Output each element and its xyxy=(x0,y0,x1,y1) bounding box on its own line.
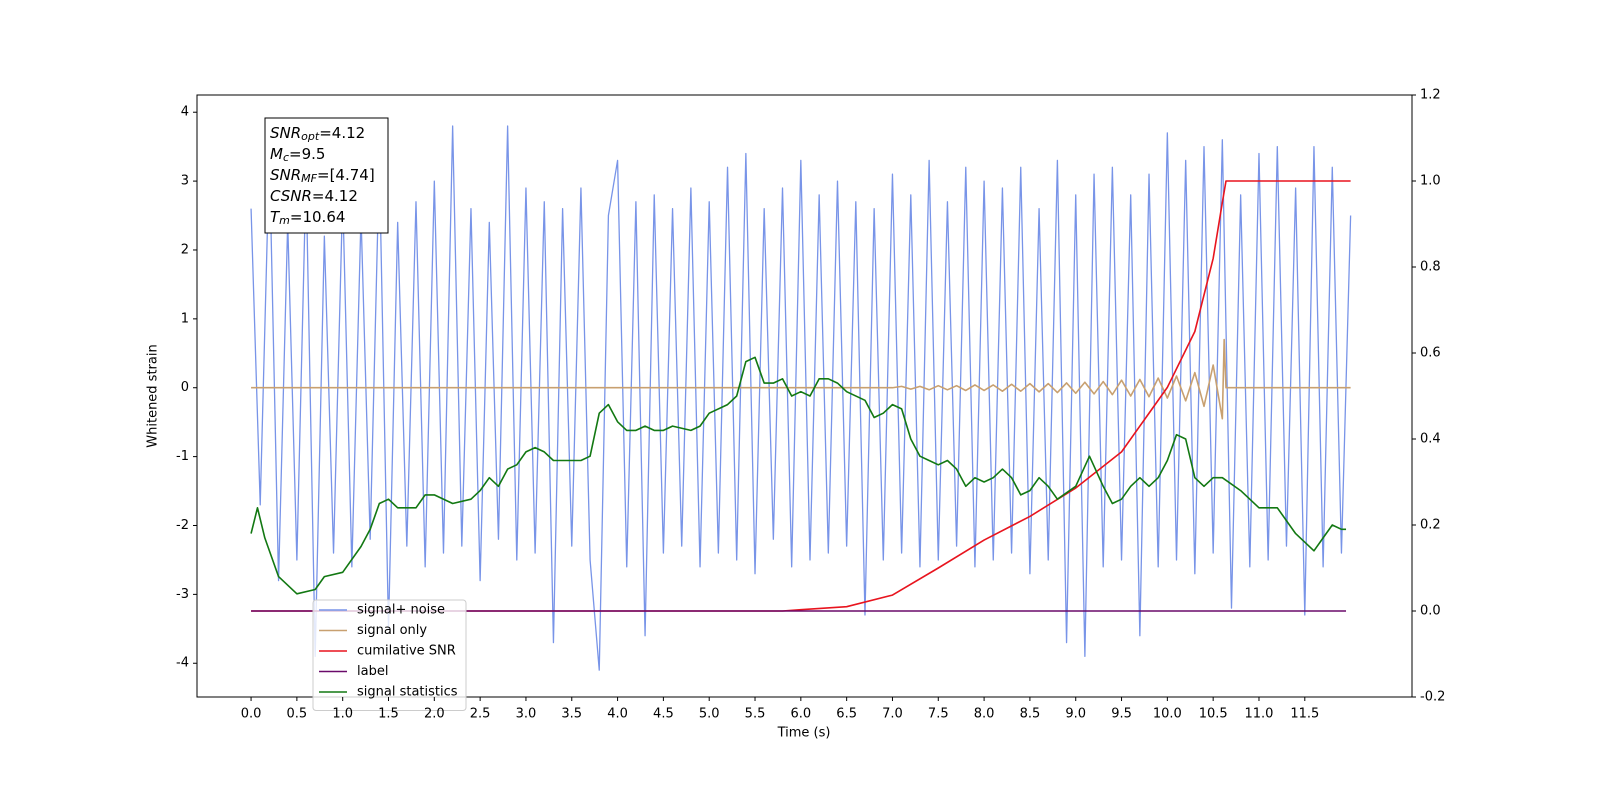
x-tick-label: 3.0 xyxy=(516,707,537,722)
x-tick-label: 11.5 xyxy=(1290,707,1319,722)
x-tick-label: 4.0 xyxy=(607,707,628,722)
x-tick-label: 6.5 xyxy=(836,707,857,722)
annotation-line: SNRopt=4.12 xyxy=(270,124,365,144)
annotation-subscript: MF xyxy=(301,172,317,185)
x-tick-label: 1.0 xyxy=(332,707,353,722)
annotation-line: SNRMF=[4.74] xyxy=(270,166,375,186)
annotation-subscript: m xyxy=(279,214,290,227)
x-tick-label: 5.5 xyxy=(745,707,766,722)
series-line xyxy=(250,125,1352,671)
annotation-symbol: T xyxy=(270,208,281,226)
legend-frame xyxy=(312,599,467,711)
series-line xyxy=(251,338,1351,420)
y-axis-label: Whitened strain xyxy=(146,344,161,447)
series-line xyxy=(251,180,1351,612)
legend: signal+ noise signal only cumilative SNR la… xyxy=(312,599,467,711)
y-tick-label: -2 xyxy=(176,518,189,533)
y2-tick-label: 1.0 xyxy=(1420,174,1441,189)
y-tick-label: 4 xyxy=(181,105,189,120)
annotation-value: =4.12 xyxy=(312,187,358,205)
series-line xyxy=(250,356,1347,595)
x-tick-label: 10.5 xyxy=(1199,707,1228,722)
annotation-symbol: M xyxy=(270,145,283,163)
annotation-symbol: SNR xyxy=(270,124,301,142)
y2-tick-label: 0.4 xyxy=(1420,432,1441,447)
legend-label: cumilative SNR xyxy=(357,644,456,659)
y-tick-label: 2 xyxy=(181,242,189,257)
x-tick-label: 11.0 xyxy=(1245,707,1274,722)
annotation-value: =9.5 xyxy=(289,145,325,163)
annotation-value: =10.64 xyxy=(290,208,346,226)
y-tick-label: -3 xyxy=(176,587,189,602)
x-tick-label: 0.0 xyxy=(241,707,262,722)
annotation-line: CSNR=4.12 xyxy=(270,187,358,205)
y2-tick-label: 1.2 xyxy=(1420,88,1441,103)
x-tick-label: 8.5 xyxy=(1020,707,1041,722)
y2-tick-label: -0.2 xyxy=(1420,690,1445,705)
y-tick-label: 3 xyxy=(181,174,189,189)
x-tick-label: 8.0 xyxy=(974,707,995,722)
x-tick-label: 1.5 xyxy=(378,707,399,722)
annotation-subscript: c xyxy=(283,151,289,164)
x-axis-label: Time (s) xyxy=(777,726,831,741)
legend-label: signal only xyxy=(357,623,427,638)
x-tick-label: 5.0 xyxy=(699,707,720,722)
y-tick-label: 1 xyxy=(181,311,189,326)
x-tick-label: 0.5 xyxy=(287,707,308,722)
annotation-symbol: CSNR xyxy=(270,187,312,205)
legend-label: signal statistics xyxy=(357,685,458,700)
y-tick-label: 0 xyxy=(181,380,189,395)
annotation-frame xyxy=(264,117,389,234)
y2-tick-label: 0.6 xyxy=(1420,346,1441,361)
x-tick-label: 7.5 xyxy=(928,707,949,722)
x-tick-label: 10.0 xyxy=(1153,707,1182,722)
x-tick-label: 6.0 xyxy=(790,707,811,722)
annotation-symbol: SNR xyxy=(270,166,301,184)
y-tick-label: -1 xyxy=(176,449,189,464)
legend-label: label xyxy=(357,664,388,679)
y2-tick-label: 0.2 xyxy=(1420,518,1441,533)
y-tick-label: -4 xyxy=(176,656,189,671)
x-tick-label: 3.5 xyxy=(561,707,582,722)
legend-label: signal+ noise xyxy=(357,603,445,618)
annotation-box: SNRopt=4.12Mc=9.5SNRMF=[4.74]CSNR=4.12Tm… xyxy=(264,117,389,234)
annotation-subscript: opt xyxy=(301,130,320,143)
annotation-line: Tm=10.64 xyxy=(270,208,345,228)
x-tick-label: 4.5 xyxy=(653,707,674,722)
y2-tick-label: 0.0 xyxy=(1420,604,1441,619)
x-tick-label: 7.0 xyxy=(882,707,903,722)
x-tick-label: 2.5 xyxy=(470,707,491,722)
annotation-line: Mc=9.5 xyxy=(270,145,325,165)
annotation-value: =[4.74] xyxy=(317,166,375,184)
y2-tick-label: 0.8 xyxy=(1420,260,1441,275)
annotation-value: =4.12 xyxy=(319,124,365,142)
x-tick-label: 9.5 xyxy=(1111,707,1132,722)
x-tick-label: 9.0 xyxy=(1065,707,1086,722)
x-tick-label: 2.0 xyxy=(424,707,445,722)
axes-frame xyxy=(196,94,1413,698)
